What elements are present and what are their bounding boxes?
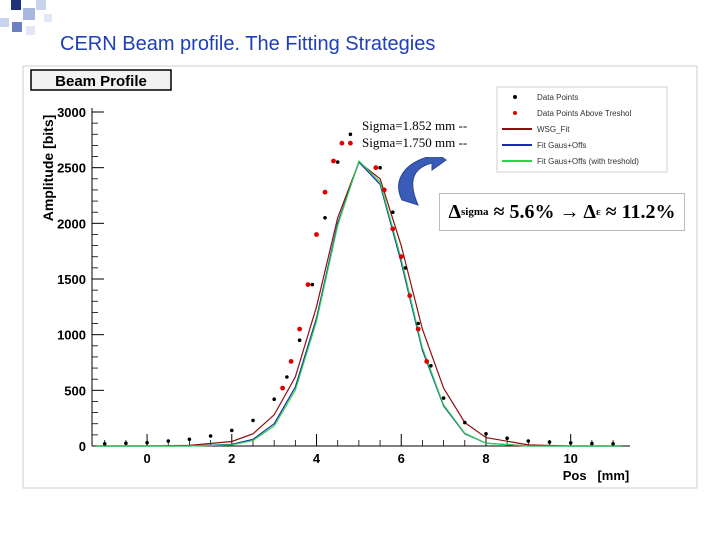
- data-point: [381, 187, 387, 193]
- data-point: [230, 428, 234, 433]
- decorative-square: [0, 18, 9, 27]
- x-tick-label: 0: [143, 451, 150, 466]
- data-point: [335, 160, 340, 164]
- series-line-fit-gaus-offs-with-treshold-: [96, 159, 622, 447]
- data-point: [323, 216, 327, 220]
- formula-sub-sigma: sigma: [461, 206, 489, 218]
- data-point: [297, 326, 302, 332]
- x-tick-label: 10: [563, 451, 577, 466]
- legend-label: Data Points: [537, 93, 578, 102]
- data-point: [416, 321, 421, 326]
- y-tick-label: 1500: [57, 272, 86, 287]
- data-point: [390, 226, 396, 232]
- data-point: [280, 385, 285, 391]
- data-point: [208, 434, 213, 438]
- data-points: [102, 132, 615, 446]
- y-tick-label: 2500: [57, 161, 86, 176]
- decorative-square: [12, 22, 22, 32]
- curved-arrow: [398, 147, 447, 206]
- slide-title: CERN Beam profile. The Fitting Strategie…: [60, 33, 436, 55]
- data-point: [322, 189, 328, 195]
- data-point: [124, 441, 128, 446]
- legend-label: Data Points Above Treshol: [537, 109, 632, 118]
- legend-marker: [513, 111, 517, 115]
- data-point: [166, 439, 171, 443]
- data-point: [373, 165, 379, 171]
- formula-sub-e: ε: [595, 206, 601, 218]
- data-point: [285, 375, 289, 379]
- data-point: [305, 282, 311, 287]
- legend-label: Fit Gaus+Offs: [537, 141, 586, 150]
- data-point: [348, 132, 353, 137]
- data-point: [145, 440, 149, 445]
- data-point: [611, 442, 615, 446]
- data-point: [251, 418, 255, 423]
- data-point: [398, 254, 404, 260]
- data-point: [441, 396, 446, 400]
- x-tick-label: 6: [398, 451, 405, 466]
- formula-delta: Δ: [448, 200, 462, 223]
- x-axis-label: Pos [mm]: [563, 468, 629, 483]
- decorative-square: [23, 8, 35, 20]
- data-point: [590, 441, 594, 446]
- data-point: [547, 440, 552, 444]
- chart-title-box: [30, 69, 172, 91]
- legend: Data Points Data Points Above Treshol WSG_…: [502, 93, 639, 166]
- data-point: [288, 359, 294, 364]
- decorative-square: [44, 14, 52, 22]
- fit-lines: [96, 159, 622, 447]
- data-point: [102, 442, 107, 446]
- data-point: [403, 266, 408, 270]
- decorative-square: [11, 0, 21, 10]
- formula-approx-1: ≈ 5.6% → Δ: [493, 200, 596, 223]
- sigma-annotations: Sigma=1.852 mm -- Sigma=1.750 mm --: [356, 117, 496, 157]
- data-point: [339, 140, 345, 146]
- formula-approx-2: ≈ 11.2%: [605, 200, 676, 223]
- decorative-square: [26, 26, 35, 35]
- y-tick-label: 1000: [57, 328, 86, 343]
- data-point: [484, 432, 488, 436]
- data-point: [424, 359, 430, 364]
- decorative-square: [36, 0, 46, 10]
- data-point: [568, 441, 573, 445]
- data-point: [310, 282, 315, 287]
- data-point: [331, 158, 336, 164]
- x-tick-label: 2: [228, 451, 235, 466]
- data-point: [526, 439, 531, 443]
- x-tick-label: 4: [313, 451, 321, 466]
- legend-label: WSG_Fit: [537, 125, 570, 134]
- data-point: [407, 293, 413, 299]
- x-tick-label: 8: [482, 451, 489, 466]
- data-point: [297, 338, 302, 343]
- legend-label: Fit Gaus+Offs (with treshold): [537, 157, 639, 166]
- legend-marker: [513, 95, 517, 99]
- data-point: [391, 210, 395, 214]
- y-tick-label: 500: [64, 383, 86, 398]
- data-point: [463, 420, 467, 425]
- data-point: [415, 326, 421, 332]
- y-tick-label: 2000: [57, 216, 86, 231]
- data-point: [272, 397, 277, 402]
- data-point: [429, 364, 433, 368]
- sigma-2-label: Sigma=1.750 mm --: [362, 135, 468, 150]
- chart-title: Beam Profile: [55, 73, 147, 90]
- y-axis-label: Amplitude [bits]: [40, 115, 56, 222]
- data-point: [505, 436, 509, 441]
- y-tick-label: 0: [79, 439, 86, 454]
- data-point: [348, 140, 353, 146]
- data-point: [378, 165, 382, 170]
- data-point: [314, 232, 319, 237]
- sigma-1-label: Sigma=1.852 mm --: [362, 118, 468, 133]
- y-tick-label: 3000: [57, 105, 86, 120]
- data-point: [187, 437, 192, 442]
